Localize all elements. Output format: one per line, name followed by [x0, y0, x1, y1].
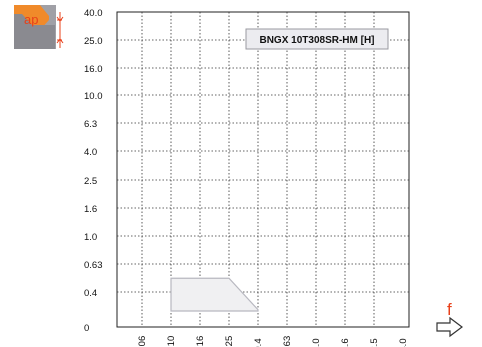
y-tick-label: 10.0 — [84, 91, 103, 102]
x-tick-label: 0.16 — [195, 336, 206, 347]
feed-arrow-icon — [436, 316, 463, 338]
y-tick-label: 4.0 — [84, 147, 97, 158]
legend-label: BNGX 10T308SR-HM [H] — [259, 35, 374, 46]
x-tick-label: 0.63 — [282, 336, 293, 347]
y-tick-label: 6.3 — [84, 119, 97, 130]
grid — [117, 12, 409, 327]
y-tick-labels: 40.0 25.0 16.0 10.0 6.3 4.0 2.5 1.6 1.0 0.63 0.4 0 — [84, 8, 103, 334]
x-tick-label: 4.0 — [398, 338, 409, 347]
y-tick-label: 25.0 — [84, 36, 103, 47]
plot-frame — [116, 11, 410, 328]
y-tick-label: 40.0 — [84, 8, 103, 19]
x-axis-label: f — [447, 300, 452, 319]
legend: BNGX 10T308SR-HM [H] — [245, 28, 389, 50]
x-tick-label: 2.5 — [369, 338, 380, 347]
x-tick-labels: 0.06 0.10 0.16 0.25 0.4 0.63 1.0 1.6 2.5 4.0 — [137, 336, 409, 347]
y-tick-label: 16.0 — [84, 64, 103, 75]
y-tick-label: 1.6 — [84, 204, 97, 215]
y-tick-label: 1.0 — [84, 232, 97, 243]
x-tick-label: 0.06 — [137, 336, 148, 347]
x-tick-label: 1.0 — [311, 338, 322, 347]
y-tick-label: 2.5 — [84, 176, 97, 187]
ap-label: ap — [24, 12, 38, 27]
y-tick-label: 0 — [84, 323, 89, 334]
application-region — [170, 277, 259, 312]
x-tick-label: 0.10 — [166, 336, 177, 347]
y-tick-label: 0.63 — [84, 260, 103, 271]
ap-depth-icon: ap — [14, 5, 64, 49]
x-tick-label: 0.25 — [224, 336, 235, 347]
x-tick-label: 0.4 — [253, 338, 264, 347]
y-tick-label: 0.4 — [84, 288, 97, 299]
x-tick-label: 1.6 — [340, 338, 351, 347]
